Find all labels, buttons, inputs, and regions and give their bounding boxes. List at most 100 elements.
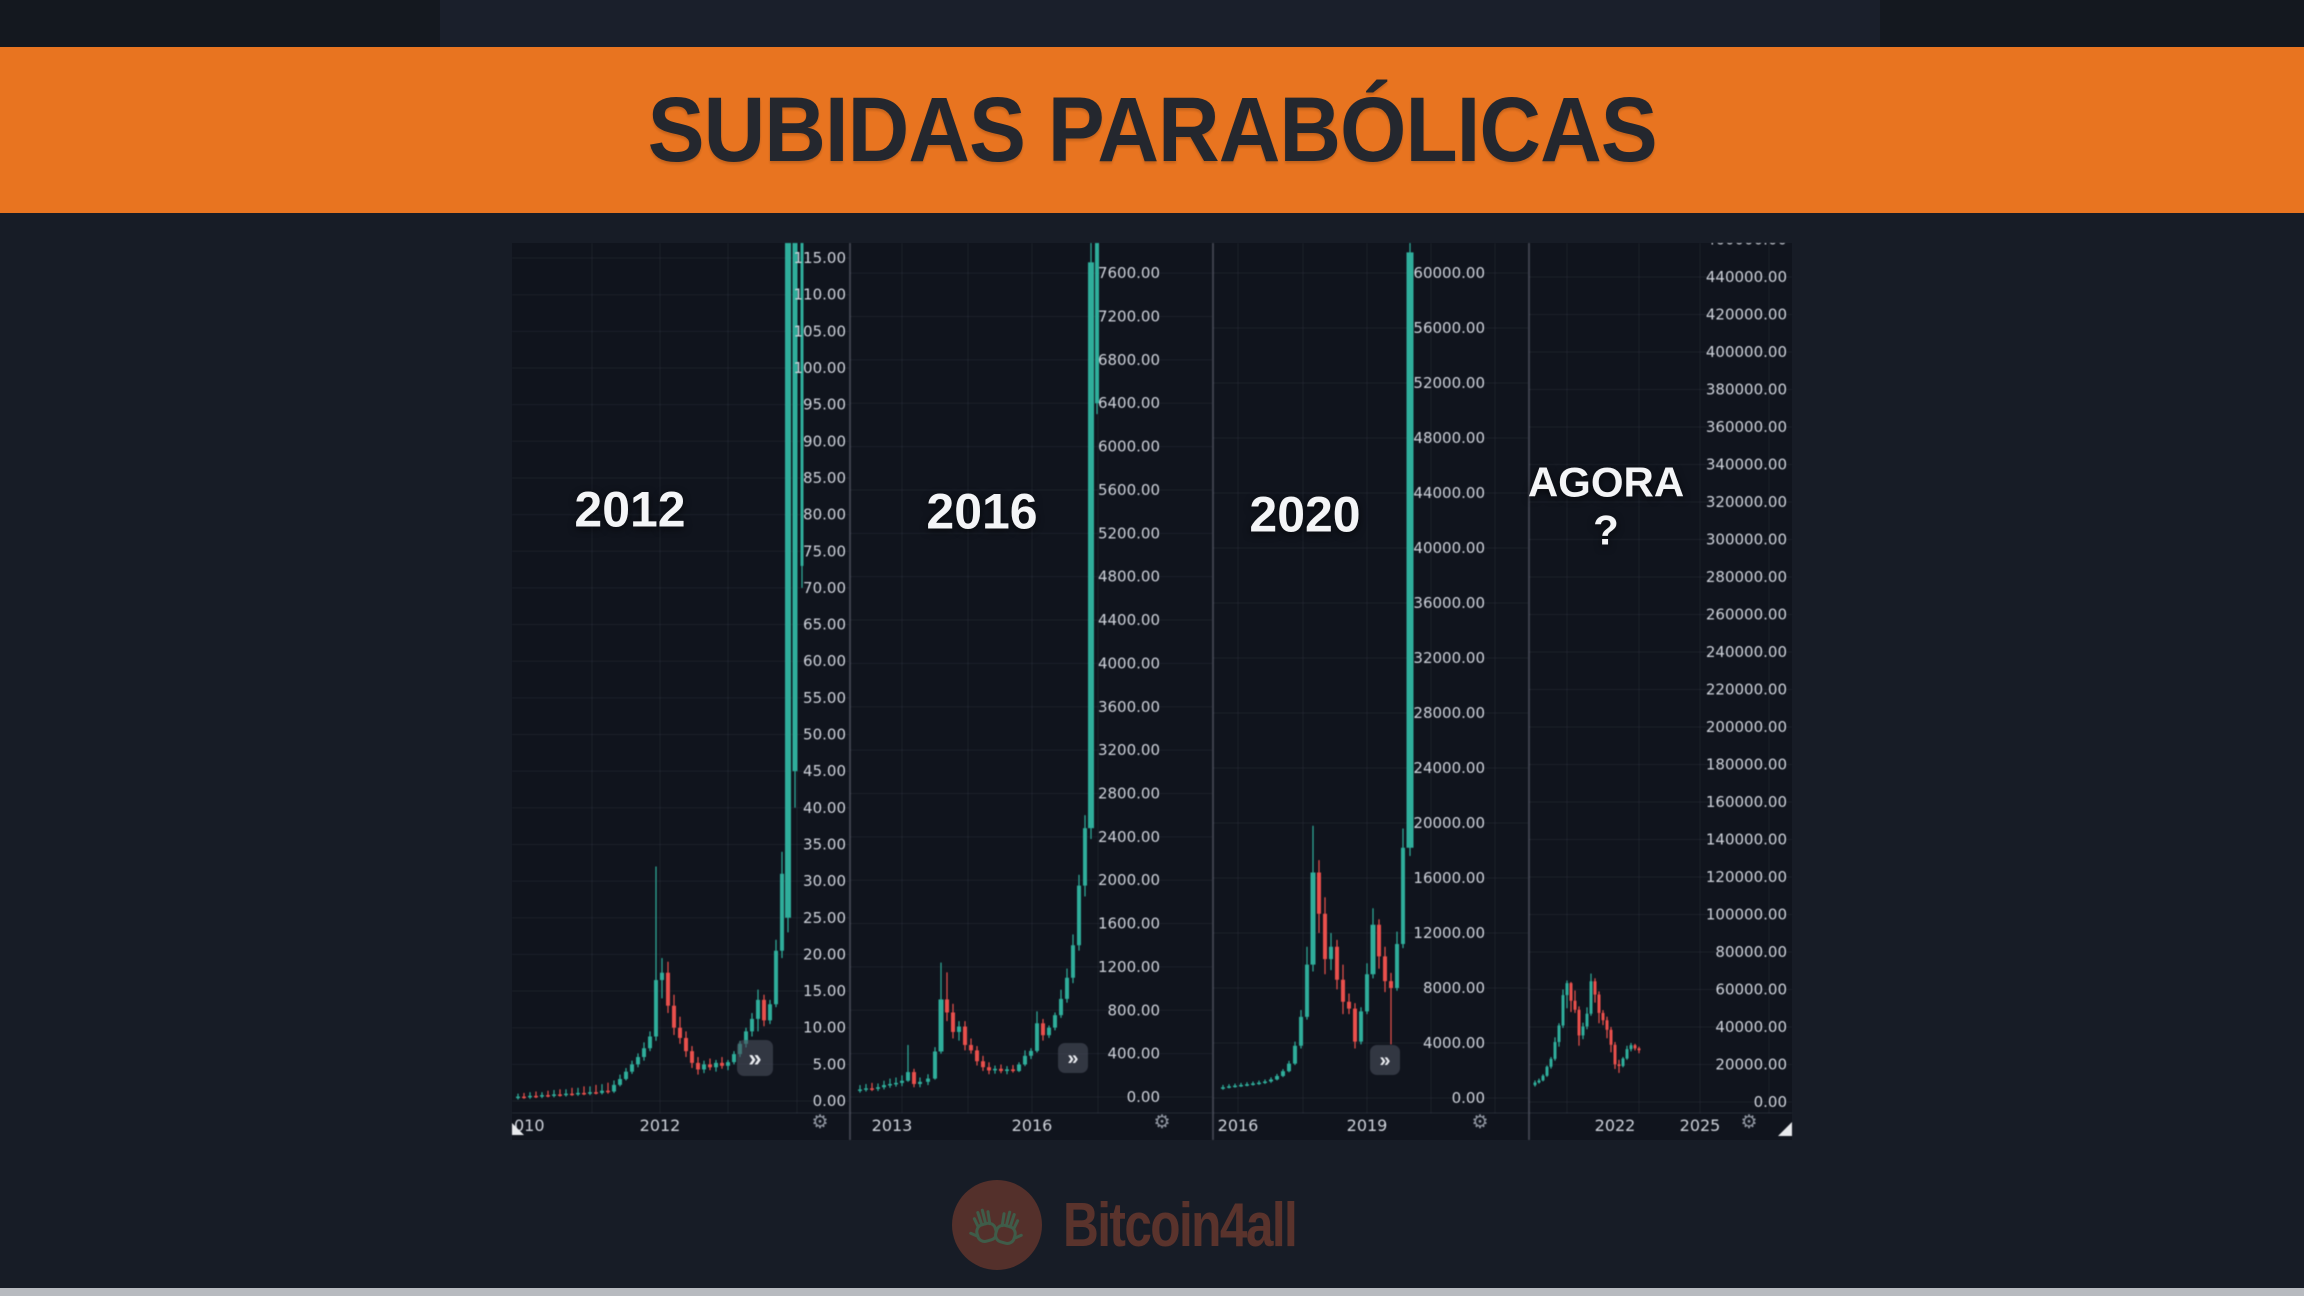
price-axis-label: 5.00	[813, 1055, 846, 1073]
candle-body	[684, 1037, 688, 1052]
candle-body	[938, 999, 944, 1052]
fast-forward-icon: »	[1067, 1048, 1078, 1070]
go-to-realtime-button[interactable]: »	[1058, 1043, 1088, 1073]
price-axis-label: 340000.00	[1706, 456, 1787, 474]
candle-body	[1359, 1011, 1363, 1042]
candle-body	[672, 1005, 676, 1028]
fast-forward-icon: »	[748, 1045, 761, 1072]
candle-body	[1401, 847, 1405, 944]
price-axis-label: 7600.00	[1098, 264, 1160, 282]
candle-body	[1353, 1008, 1357, 1042]
panel-divider	[1528, 243, 1530, 1140]
candle-body	[1341, 979, 1345, 1002]
candle-body	[975, 1050, 979, 1062]
price-axis-label: 60000.00	[1715, 981, 1787, 999]
price-axis-label: 28000.00	[1413, 704, 1485, 722]
price-axis-label: 120000.00	[1706, 868, 1787, 886]
price-axis-label: 70.00	[803, 579, 846, 597]
candle-body	[774, 950, 778, 1005]
candle-body	[945, 999, 949, 1013]
panel-divider	[849, 243, 851, 1140]
candle-body	[1561, 995, 1565, 1026]
price-axis-label: 48000.00	[1413, 429, 1485, 447]
price-axis-label: 20.00	[803, 945, 846, 963]
candle-body	[552, 1094, 556, 1096]
candle-body	[1565, 983, 1569, 996]
price-axis-label: 95.00	[803, 396, 846, 414]
time-axis-label: 2016	[1012, 1116, 1053, 1135]
gear-icon[interactable]: ⚙	[1471, 1112, 1488, 1133]
candle-body	[993, 1068, 997, 1071]
candle-body	[918, 1081, 922, 1084]
candle-body	[1601, 1012, 1605, 1021]
price-axis-label: 0.00	[1127, 1088, 1160, 1106]
candle-body	[690, 1051, 694, 1063]
price-axis-label: 12000.00	[1413, 924, 1485, 942]
candle-body	[768, 1004, 772, 1021]
time-axis-label: 2022	[1595, 1116, 1636, 1135]
price-axis-label: 380000.00	[1706, 381, 1787, 399]
gear-icon[interactable]: ⚙	[811, 1112, 828, 1133]
candle-body	[933, 1051, 937, 1079]
candle-body	[1245, 1084, 1249, 1086]
price-axis-label: 32000.00	[1413, 649, 1485, 667]
candle-body	[714, 1062, 718, 1068]
candle-body	[1335, 946, 1339, 980]
price-axis-label: 400000.00	[1706, 343, 1787, 361]
candle-body	[1541, 1075, 1545, 1081]
brand-name: Bitcoin4all	[1063, 1190, 1298, 1260]
gear-icon[interactable]: ⚙	[1740, 1112, 1757, 1133]
price-axis-label: 100.00	[794, 359, 847, 377]
page-title: SUBIDAS PARABÓLICAS	[647, 78, 1657, 181]
candle-body	[1329, 946, 1333, 960]
chart-panel-agora: 460000.00 440000.00 420000.00 400000.00 3800…	[1529, 243, 1792, 1140]
candle-body	[1377, 924, 1381, 957]
price-axis-label: 80000.00	[1715, 943, 1787, 961]
candle-body	[1011, 1069, 1015, 1071]
candle-body	[906, 1072, 910, 1081]
watermark-logo: Bitcoin4all	[0, 1165, 2304, 1285]
candle-body	[666, 972, 670, 1006]
candle-body	[744, 1031, 748, 1044]
chart-canvas: 115.00 110.00 105.00 100.00 95.00 90.00 85.00 8…	[512, 243, 1792, 1140]
go-to-realtime-button[interactable]: »	[1370, 1045, 1400, 1075]
candle-body	[1537, 1080, 1541, 1083]
candle-body	[1059, 998, 1063, 1016]
candle-body	[1617, 1064, 1621, 1066]
price-axis-label: 300000.00	[1706, 531, 1787, 549]
candle-body	[1077, 885, 1081, 946]
button-background	[1058, 1043, 1088, 1073]
panel-divider	[1212, 243, 1214, 1140]
price-axis-label: 240000.00	[1706, 643, 1787, 661]
price-axis-label: 260000.00	[1706, 606, 1787, 624]
candle-body	[951, 1012, 955, 1032]
top-strip-band	[440, 0, 1880, 47]
candle-body	[1263, 1081, 1267, 1083]
price-axis-label: 60.00	[803, 652, 846, 670]
candle-body	[981, 1061, 985, 1068]
candle-body	[1593, 981, 1597, 995]
price-axis-label: 800.00	[1108, 1001, 1161, 1019]
price-axis-label: 200000.00	[1706, 718, 1787, 736]
gear-icon[interactable]: ⚙	[1153, 1112, 1170, 1133]
candle-body	[785, 243, 791, 918]
price-axis-label: 0.00	[1452, 1089, 1485, 1107]
price-axis-label: 8000.00	[1423, 979, 1485, 997]
time-axis-label: 2019	[1347, 1116, 1388, 1135]
cycle-label-agora: AGORA?	[1527, 458, 1685, 554]
candle-body	[564, 1093, 568, 1096]
bottom-edge-strip	[0, 1288, 2304, 1296]
candle-body	[1365, 974, 1369, 1012]
candle-body	[1029, 1050, 1033, 1056]
candle-body	[756, 999, 760, 1019]
candle-body	[762, 999, 766, 1021]
candle-body	[1621, 1058, 1625, 1066]
candle-body	[894, 1082, 898, 1085]
candle-body	[1041, 1023, 1045, 1036]
go-to-realtime-button[interactable]: »	[737, 1040, 773, 1076]
candle-body	[654, 980, 658, 1037]
candle-body	[678, 1027, 682, 1038]
price-axis-label: 16000.00	[1413, 869, 1485, 887]
price-axis-label: 160000.00	[1706, 793, 1787, 811]
price-axis-label: 20000.00	[1413, 814, 1485, 832]
